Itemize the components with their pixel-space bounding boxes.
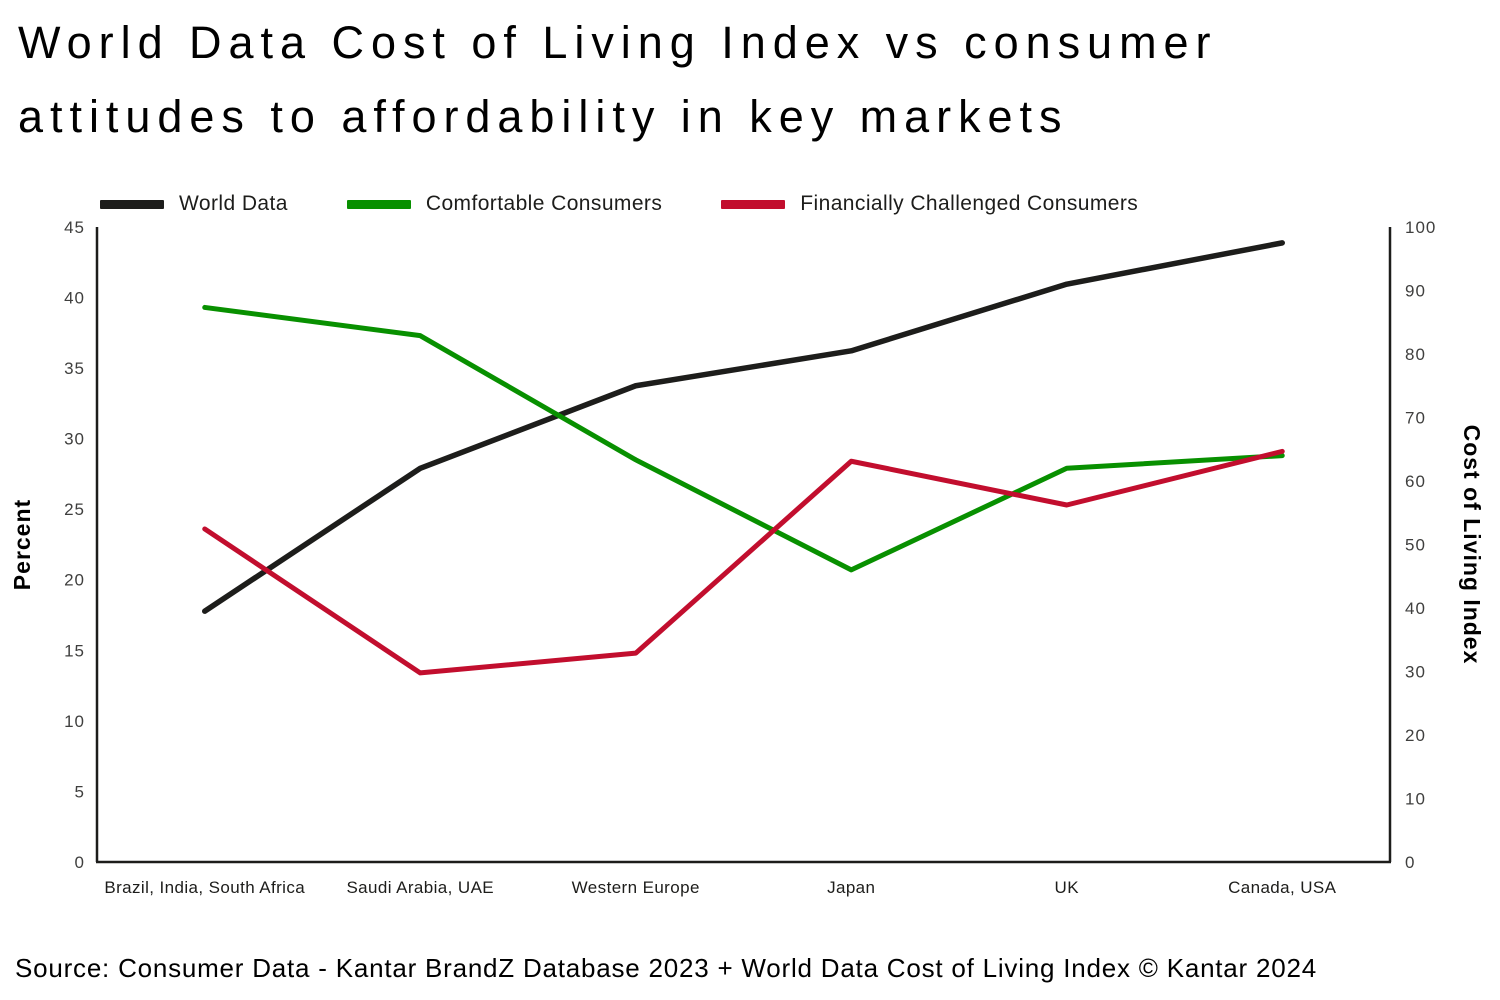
legend-label: Financially Challenged Consumers [800,192,1139,215]
right-tick-label: 30 [1405,662,1426,681]
left-tick-label: 0 [75,853,85,872]
right-tick-label: 100 [1405,218,1436,237]
left-tick-label: 45 [64,218,85,237]
right-tick-label: 20 [1405,726,1426,745]
left-tick-label: 30 [64,430,85,449]
right-axis-title: Cost of Living Index [1459,425,1485,665]
legend-swatch-icon [346,199,411,209]
series-line-2 [202,448,1285,676]
x-category-label: Western Europe [572,878,700,897]
right-tick-label: 10 [1405,789,1426,808]
right-tick-label: 90 [1405,281,1426,300]
legend-label: Comfortable Consumers [425,192,663,215]
x-category-label: Brazil, India, South Africa [104,878,305,897]
x-category-label: Canada, USA [1228,878,1337,897]
right-tick-label: 40 [1405,599,1426,618]
legend-swatch-icon [100,199,164,209]
left-axis-title: Percent [9,499,35,590]
right-tick-label: 70 [1405,408,1426,427]
series-line-0 [202,240,1285,614]
right-tick-label: 60 [1405,472,1426,491]
chart-legend: World Data Comfortable Consumers Financial… [100,192,1138,216]
right-tick-label: 50 [1405,535,1426,554]
x-category-label: Saudi Arabia, UAE [346,878,494,897]
x-category-label: UK [1055,878,1080,897]
right-tick-label: 80 [1405,345,1426,364]
legend-item-1: Comfortable Consumers [346,192,663,216]
left-tick-label: 20 [64,571,85,590]
left-tick-label: 15 [64,641,85,660]
left-tick-label: 10 [64,712,85,731]
series-line-1 [202,304,1285,573]
source-note: Source: Consumer Data - Kantar BrandZ Da… [15,953,1317,983]
legend-item-0: World Data [100,192,288,216]
right-tick-label: 0 [1405,853,1415,872]
legend-swatch-icon [721,199,786,209]
legend-item-2: Financially Challenged Consumers [721,192,1138,216]
legend-label: World Data [179,192,288,215]
x-category-label: Japan [827,878,875,897]
left-tick-label: 35 [64,359,85,378]
left-tick-label: 5 [75,782,85,801]
chart-title: World Data Cost of Living Index vs consu… [18,17,1218,142]
left-tick-label: 25 [64,500,85,519]
left-tick-label: 40 [64,289,85,308]
